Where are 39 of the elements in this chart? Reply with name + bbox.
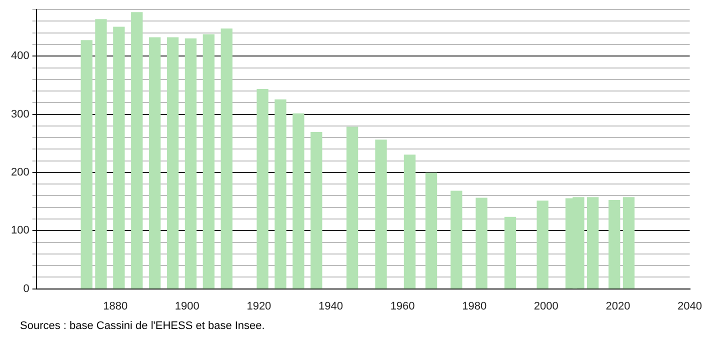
x-tick-label: 1980 — [462, 300, 487, 312]
bar — [346, 126, 358, 289]
x-tick-label: 2000 — [534, 300, 558, 312]
x-tick-label: 2040 — [678, 300, 702, 312]
bar — [536, 200, 548, 289]
x-tick-label: 2020 — [606, 300, 630, 312]
bar — [292, 113, 304, 289]
bar — [274, 99, 286, 289]
bar — [131, 12, 143, 289]
y-tick-label: 200 — [10, 166, 30, 178]
bar — [425, 172, 438, 289]
bar — [202, 34, 215, 289]
y-tick-label: 300 — [10, 108, 30, 120]
bar — [310, 132, 322, 289]
bar — [504, 216, 516, 289]
x-tick-label: 1940 — [318, 300, 343, 312]
bar — [476, 198, 488, 289]
bar — [149, 37, 161, 289]
x-tick-label: 1880 — [103, 300, 128, 312]
bar — [184, 38, 197, 289]
bar — [95, 19, 107, 289]
bar — [166, 37, 179, 289]
bar — [113, 26, 125, 289]
bar — [375, 140, 387, 289]
bar — [622, 197, 635, 289]
bar — [404, 154, 416, 289]
bar — [587, 197, 599, 289]
y-tick-label: 0 — [23, 282, 30, 295]
bar — [80, 40, 92, 289]
x-tick-label: 1920 — [246, 300, 272, 312]
y-tick-label: 400 — [10, 50, 30, 62]
y-tick-label: 100 — [10, 224, 30, 237]
x-tick-label: 1960 — [390, 300, 415, 312]
source-note: Sources : base Cassini de l'EHESS et base Insee. — [20, 320, 265, 332]
bar — [220, 28, 232, 289]
x-tick-label: 1900 — [174, 300, 200, 312]
bar — [256, 88, 268, 289]
bar — [608, 200, 620, 289]
bar — [450, 190, 462, 289]
